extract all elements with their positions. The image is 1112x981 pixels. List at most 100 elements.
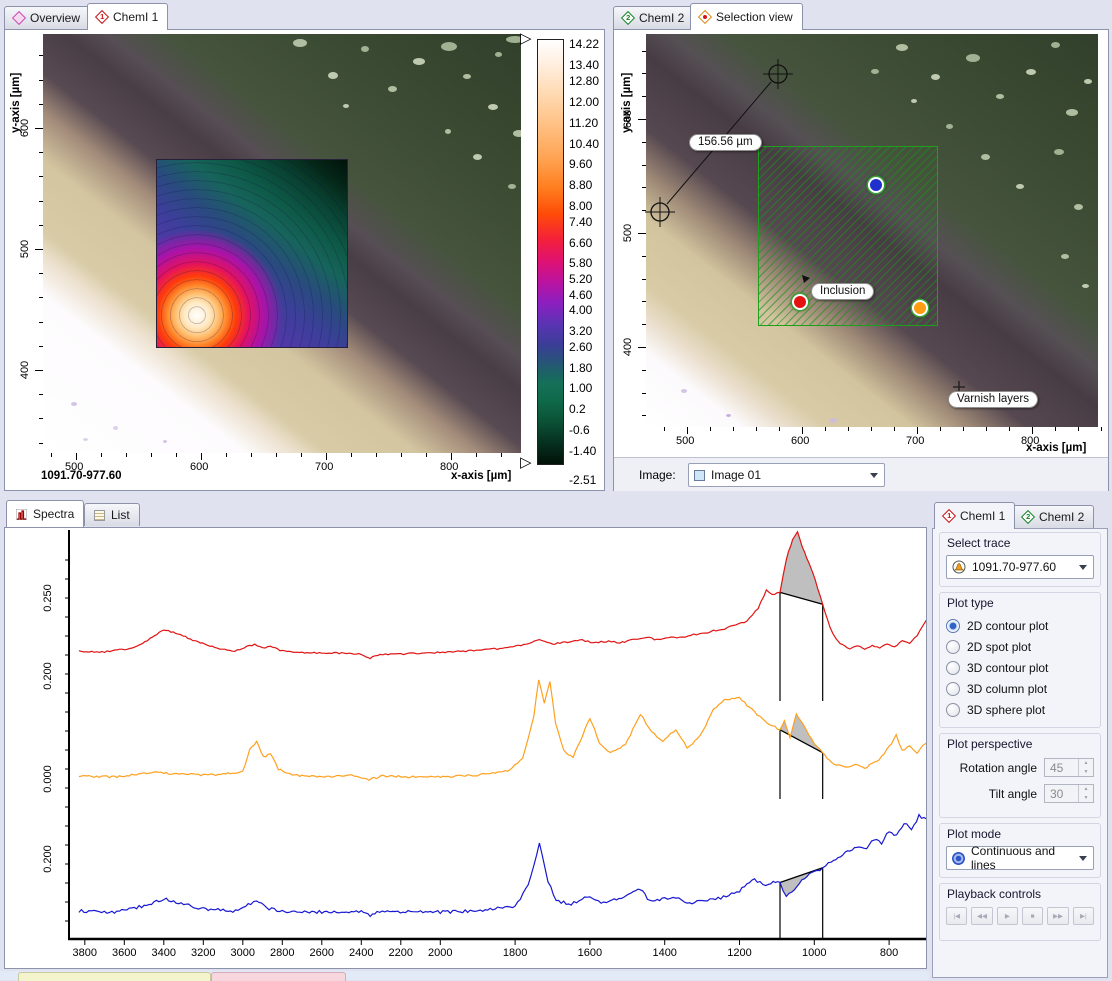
axis-tick <box>638 233 646 234</box>
stop-button[interactable]: ■ <box>1021 907 1044 925</box>
skip-start-button[interactable]: |◀ <box>946 907 968 925</box>
hidden-tab-pink[interactable] <box>211 972 346 981</box>
axis-tick <box>35 249 43 250</box>
rewind-button[interactable]: ◀◀ <box>971 907 993 925</box>
x-tick-label: 700 <box>315 461 334 473</box>
colorbar-tick-label: 5.20 <box>569 271 593 286</box>
plot-type-option[interactable]: 3D column plot <box>946 678 1094 699</box>
tilt-angle-stepper[interactable]: 30 ▲ ▼ <box>1044 784 1094 803</box>
speck <box>871 69 879 74</box>
tab-selection-view[interactable]: Selection view <box>690 3 803 30</box>
integration-baseline <box>779 591 823 605</box>
image-select-combo[interactable]: Image 01 <box>688 463 885 487</box>
fast-forward-button[interactable]: ▶▶ <box>1047 907 1069 925</box>
axis-tick <box>276 453 277 457</box>
x-tick-label: 2200 <box>389 947 413 959</box>
plot-type-option[interactable]: 3D sphere plot <box>946 699 1094 720</box>
speck <box>966 54 980 62</box>
integration-baseline <box>779 867 823 884</box>
overview-icon <box>11 10 27 26</box>
tab-chemi1-left[interactable]: 1 ChemI 1 <box>87 3 169 30</box>
rotation-angle-label: Rotation angle <box>959 760 1037 775</box>
tab-selection-view-label: Selection view <box>716 10 793 24</box>
colorbar-tick-label: 5.80 <box>569 256 593 271</box>
colorbar-tick-label: 12.80 <box>569 73 600 88</box>
overview-image-panel: 500 600 700 800 600 500 400 y-axis [µm] x-axis… <box>4 29 605 491</box>
microscope-image <box>43 34 521 453</box>
axis-tick <box>642 187 646 189</box>
axis-tick <box>39 79 43 81</box>
axis-tick <box>642 278 646 280</box>
y-tick-label: 0.200 <box>42 662 54 690</box>
x-tick-label: 1600 <box>578 947 602 959</box>
select-trace-combo[interactable]: 1091.70-977.60 <box>946 555 1094 579</box>
tab-chemi2-right[interactable]: 2 ChemI 2 <box>613 6 695 29</box>
y-tick-label: 0.200 <box>42 845 54 873</box>
skip-end-button[interactable]: ▶| <box>1072 907 1094 925</box>
speck <box>463 74 471 79</box>
y-tick-label: 0.250 <box>42 584 54 612</box>
axis-tick <box>451 453 452 460</box>
inclusion-arrow-icon <box>802 275 810 283</box>
speck <box>328 72 338 79</box>
varnish-layers-label: Varnish layers <box>948 391 1039 408</box>
marker-blue[interactable] <box>868 177 884 193</box>
spectra-chart[interactable]: 3800 3600 3400 3200 3000 2800 2600 2400 2200 2000… <box>5 528 928 968</box>
x-tick-label: 3600 <box>112 947 136 959</box>
hidden-tab-yellow[interactable] <box>18 972 211 981</box>
plot-type-option[interactable]: 2D spot plot <box>946 636 1094 657</box>
tab-overview[interactable]: Overview <box>4 6 91 29</box>
speck <box>361 46 369 52</box>
marker-red[interactable] <box>792 294 808 310</box>
speck <box>388 86 397 92</box>
marker-orange[interactable] <box>912 300 928 316</box>
tab-spectra[interactable]: Spectra <box>6 500 85 527</box>
colorbar-max-handle[interactable]: ▷ <box>520 30 532 47</box>
plot-mode-combo[interactable]: Continuous and lines <box>946 844 1094 872</box>
tab-chemi2-sidebar[interactable]: 2 ChemI 2 <box>1013 505 1095 528</box>
colorbar-tick-label: 4.00 <box>569 303 593 318</box>
speck <box>441 42 457 51</box>
contour-plot-overlay[interactable] <box>156 159 348 348</box>
rotation-angle-stepper[interactable]: 45 ▲ ▼ <box>1044 758 1094 777</box>
stepper-arrows[interactable]: ▲ ▼ <box>1078 759 1093 776</box>
tilt-angle-label: Tilt angle <box>988 786 1037 801</box>
sidebar-tab-chemi1-label: ChemI 1 <box>960 509 1006 523</box>
bottom-strip <box>0 971 929 981</box>
plot-type-option-label: 3D column plot <box>967 681 1048 696</box>
speck <box>911 99 917 103</box>
axis-tick <box>39 55 43 57</box>
plot-type-option[interactable]: 2D contour plot <box>946 615 1094 636</box>
axis-tick <box>39 297 43 299</box>
select-trace-title: Select trace <box>947 536 1011 550</box>
speck <box>896 44 908 51</box>
axis-tick <box>848 427 849 431</box>
axis-tick <box>151 453 152 457</box>
trace-blue <box>78 813 927 918</box>
integration-area <box>780 531 823 605</box>
select-trace-group: Select trace 1091.70-977.60 <box>939 532 1101 587</box>
x-tick-label: 800 <box>880 947 898 959</box>
x-tick-label: 3200 <box>191 947 215 959</box>
tab-chemi1-sidebar[interactable]: 1 ChemI 1 <box>934 502 1016 529</box>
axis-tick <box>501 453 502 457</box>
speck <box>113 426 118 430</box>
colorbar-tick-label: -1.40 <box>569 443 597 458</box>
axis-tick <box>642 141 646 143</box>
colorbar-tick-label: 9.60 <box>569 157 593 172</box>
y-tick-label: 400 <box>19 360 31 380</box>
chemi1-icon: 1 <box>94 9 110 25</box>
colorbar-min-handle[interactable]: ▷ <box>520 454 532 471</box>
axis-tick <box>940 427 941 431</box>
colorbar <box>537 39 564 465</box>
speck <box>681 389 687 393</box>
stepper-arrows[interactable]: ▲ ▼ <box>1078 785 1093 802</box>
radio-icon <box>946 681 960 696</box>
plot-type-option[interactable]: 3D contour plot <box>946 657 1094 678</box>
tab-list[interactable]: List <box>84 503 140 526</box>
trace-orange <box>78 679 927 782</box>
x-tick-label: 1200 <box>727 947 751 959</box>
axis-tick <box>642 96 646 98</box>
play-button[interactable]: ▶ <box>996 907 1018 925</box>
tab-spectra-label: Spectra <box>33 507 75 521</box>
